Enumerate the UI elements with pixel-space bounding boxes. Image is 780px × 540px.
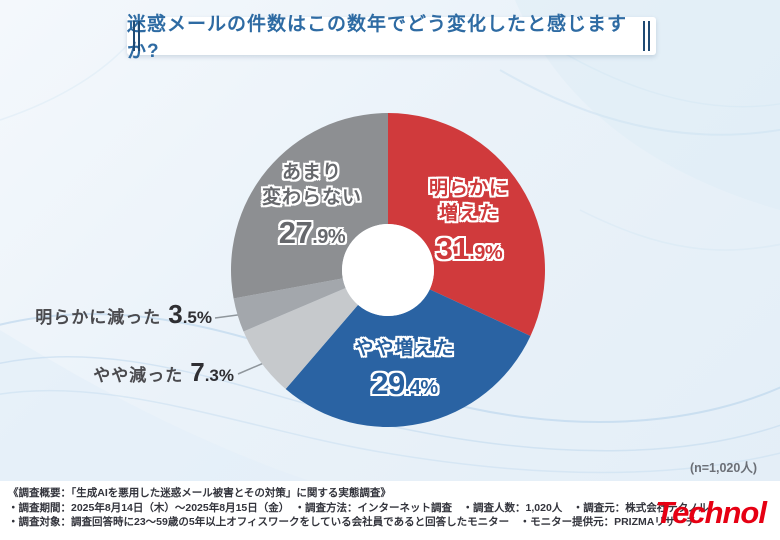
segment-value-frac: .9%	[312, 226, 346, 248]
pie-segment-akiraka-fueta	[388, 113, 546, 336]
segment-value-frac: .4%	[404, 377, 438, 399]
segment-value-int: 3	[168, 299, 183, 329]
segment-label-yaya-fueta: やや増えた 29.4%	[322, 336, 487, 402]
segment-name: 明らかに減った	[35, 308, 162, 327]
segment-label-yaya-hetta: やや減った 7.3%	[93, 357, 234, 388]
chart-title-box: 迷惑メールの件数はこの数年でどう変化したと感じますか?	[127, 14, 656, 62]
title-double-bar-right	[643, 21, 650, 51]
donut-chart	[214, 113, 546, 428]
segment-name: やや増えた	[354, 338, 455, 359]
pie-segment-amari-kawaranai	[231, 113, 388, 299]
survey-period-line: ・調査期間：2025年8月14日（木）～2025年8月15日（金） ・調査方法：…	[8, 501, 709, 514]
pie-segment-yaya-hetta	[243, 288, 359, 390]
segment-label-akiraka-fueta: 明らかに 増えた 31.9%	[399, 176, 539, 267]
segment-value-int: 31	[435, 231, 470, 266]
title-double-bar-left	[133, 21, 140, 51]
segment-value-int: 7	[190, 357, 205, 387]
pie-segment-yaya-fueta	[285, 289, 531, 428]
segment-value-frac: .9%	[469, 242, 503, 264]
segment-name: 明らかに 増えた	[428, 178, 509, 224]
leader-line-yaya-hetta	[237, 361, 267, 375]
segment-value: 3.5%	[168, 299, 212, 330]
donut-hole	[342, 224, 434, 316]
segment-value-int: 29	[371, 366, 405, 401]
segment-value: 7.3%	[190, 357, 234, 388]
technol-logo: Technol	[655, 495, 767, 530]
segment-value-frac: .5%	[182, 308, 212, 327]
survey-overview-line: 《調査概要：「生成AIを悪用した迷惑メール被害とその対策」に関する実態調査》	[8, 487, 391, 499]
survey-footer: 《調査概要：「生成AIを悪用した迷惑メール被害とその対策」に関する実態調査》 ・…	[0, 481, 780, 540]
segment-value-int: 27	[278, 215, 313, 250]
segment-name: あまり 変わらない	[261, 162, 362, 208]
survey-target-line: ・調査対象：調査回答時に23～59歳の5年以上オフィスワークをしている会社員であ…	[8, 516, 697, 528]
sample-size-note: (n=1,020人)	[689, 461, 757, 475]
segment-label-akiraka-hetta: 明らかに減った 3.5%	[35, 299, 212, 330]
segment-value-frac: .3%	[204, 366, 234, 385]
segment-value: 31.9%	[399, 231, 539, 267]
segment-value: 29.4%	[322, 366, 487, 402]
segment-name: やや減った	[93, 366, 184, 385]
segment-value: 27.9%	[228, 215, 396, 251]
segment-label-amari-kawaranai: あまり 変わらない 27.9%	[228, 160, 396, 251]
pie-segment-akiraka-hetta	[233, 278, 346, 332]
